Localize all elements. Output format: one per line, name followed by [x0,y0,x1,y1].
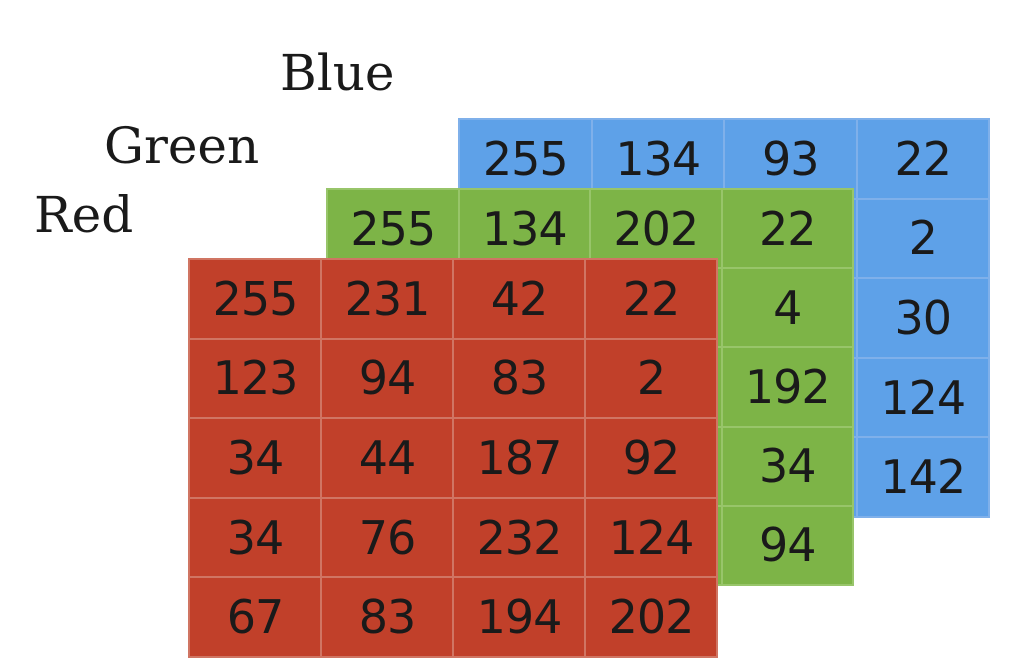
red-cell: 202 [586,578,716,656]
red-cell: 92 [586,419,716,497]
red-cell: 94 [322,339,452,418]
blue-cell: 124 [857,358,988,437]
blue-channel-label: Blue [280,44,395,102]
green-cell: 134 [459,190,589,268]
green-cell: 34 [722,427,852,505]
red-cell: 67 [190,578,320,656]
red-cell: 187 [454,419,584,497]
red-cell: 255 [190,260,320,338]
blue-cell: 22 [857,120,988,198]
red-cell: 232 [454,498,584,577]
green-cell: 255 [328,190,458,268]
red-cell: 123 [190,339,320,418]
green-cell: 4 [722,269,852,347]
green-cell: 94 [722,506,852,584]
green-cell: 202 [591,190,721,268]
blue-cell: 2 [857,199,988,278]
red-cell: 83 [454,339,584,418]
red-cell: 44 [322,419,452,497]
red-cell: 231 [322,260,452,338]
red-cell: 2 [586,339,716,418]
blue-cell: 93 [725,120,856,198]
blue-cell: 142 [857,438,988,516]
blue-cell: 255 [460,120,591,198]
red-channel-matrix: 255 231 42 22 123 94 83 2 34 44 187 92 3… [188,258,718,658]
blue-cell: 134 [592,120,723,198]
red-cell: 76 [322,498,452,577]
red-cell: 194 [454,578,584,656]
red-cell: 22 [586,260,716,338]
blue-cell: 30 [857,279,988,357]
red-cell: 42 [454,260,584,338]
red-channel-label: Red [34,186,134,244]
green-cell: 22 [722,190,852,268]
green-cell: 192 [722,348,852,426]
red-cell: 124 [586,498,716,577]
red-cell: 34 [190,498,320,577]
green-channel-label: Green [104,117,260,175]
red-cell: 83 [322,578,452,656]
red-cell: 34 [190,419,320,497]
